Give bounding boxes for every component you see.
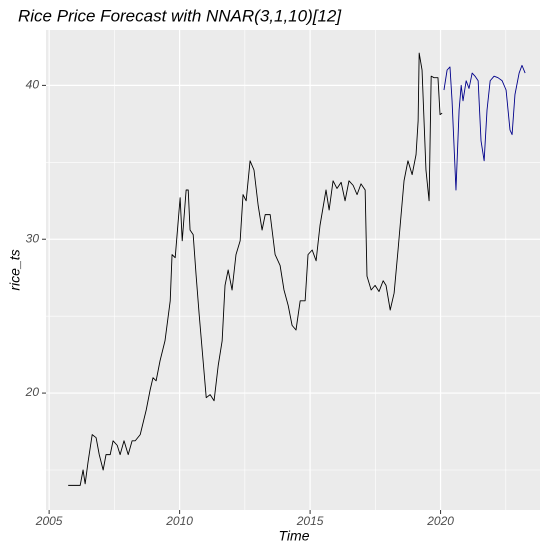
x-tick-label: 2015 <box>296 514 324 528</box>
y-axis-label: rice_ts <box>7 249 23 290</box>
series-line <box>443 64 526 191</box>
x-tick-label: 2020 <box>426 514 454 528</box>
y-tick-label: 40 <box>26 78 40 92</box>
chart-title: Rice Price Forecast with NNAR(3,1,10)[12… <box>18 6 342 25</box>
y-tick-label: 20 <box>25 385 40 399</box>
plot-panel <box>46 30 540 510</box>
series-line <box>68 52 443 486</box>
x-tick-label: 2010 <box>165 514 193 528</box>
x-tick-label: 2005 <box>35 514 63 528</box>
x-axis-label: Time <box>279 528 310 544</box>
y-tick-label: 30 <box>26 231 40 245</box>
